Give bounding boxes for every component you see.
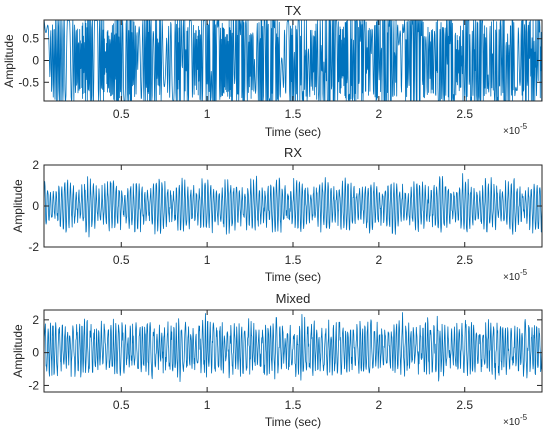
x-tick-label: 1.5	[285, 107, 302, 121]
rx-waveform	[44, 173, 542, 238]
x-exponent-base-mixed: ×10	[503, 417, 520, 428]
y-tick-label: 0	[32, 199, 39, 213]
x-tick-label: 0.5	[113, 398, 130, 412]
x-tick-label: 0.5	[113, 253, 130, 267]
x-axis-label-mixed: Time (sec)	[265, 415, 321, 429]
x-exponent-power-mixed: -5	[520, 413, 528, 422]
y-tick-label: 2	[32, 158, 39, 172]
ticks-tx: 0.5 1 1.5 2 2.5 -0.5 0 0.5	[18, 20, 542, 121]
y-tick-label: 0.5	[22, 32, 39, 46]
x-tick-label: 2	[376, 398, 383, 412]
x-exponent-base-rx: ×10	[503, 272, 520, 283]
chart-title-mixed: Mixed	[276, 291, 311, 306]
x-tick-label: 1	[204, 107, 211, 121]
x-exponent-mixed: ×10-5	[503, 413, 528, 428]
tx-waveform-layer	[44, 20, 542, 101]
y-tick-label: 0	[32, 346, 39, 360]
x-exponent-power-rx: -5	[520, 268, 528, 277]
x-tick-label: 1	[204, 398, 211, 412]
y-axis-label-tx: Amplitude	[2, 34, 16, 88]
ticks-rx: 0.5 1 1.5 2 2.5 -2 0 2	[28, 158, 542, 267]
x-tick-label: 1	[204, 253, 211, 267]
x-tick-label: 2.5	[456, 107, 473, 121]
y-tick-label: 2	[32, 313, 39, 327]
mixed-waveform	[44, 312, 542, 382]
x-exponent-rx: ×10-5	[503, 268, 528, 283]
panel-tx: TX 0.5 1 1.5 2 2.5 -0.5 0 0.5 Time (sec) Amplit…	[2, 3, 543, 139]
y-tick-label: -2	[28, 378, 39, 392]
x-exponent-power-tx: -5	[520, 122, 528, 131]
x-tick-label: 1.5	[285, 253, 302, 267]
x-tick-label: 2.5	[456, 253, 473, 267]
y-tick-label: -0.5	[18, 75, 39, 89]
y-tick-label: 0	[32, 54, 39, 68]
mixed-waveform-layer	[44, 312, 542, 382]
x-tick-label: 1.5	[285, 398, 302, 412]
x-exponent-tx: ×10-5	[503, 122, 528, 137]
rx-waveform-layer	[44, 173, 542, 238]
panel-rx: RX 0.5 1 1.5 2 2.5-202 Time (sec) Amplitude …	[11, 145, 543, 284]
chart-title-tx: TX	[285, 3, 302, 18]
x-tick-label: 2	[376, 107, 383, 121]
chart-title-rx: RX	[284, 145, 302, 160]
x-axis-label-rx: Time (sec)	[265, 270, 321, 284]
y-axis-label-rx: Amplitude	[11, 179, 25, 233]
x-axis-label-tx: Time (sec)	[265, 125, 321, 139]
x-tick-label: 2.5	[456, 398, 473, 412]
tx-waveform	[44, 20, 542, 101]
x-tick-label: 0.5	[113, 107, 130, 121]
y-axis-label-mixed: Amplitude	[11, 324, 25, 378]
x-tick-label: 2	[376, 253, 383, 267]
ticks-mixed: 0.5 1 1.5 2 2.5 -2 0 2	[28, 310, 542, 412]
x-exponent-base-tx: ×10	[503, 126, 520, 137]
panel-mixed: Mixed 0.5 1 1.5 2 2.5 -2 0 2 Time (sec) Amplitu…	[11, 291, 543, 429]
y-tick-label: -2	[28, 240, 39, 254]
